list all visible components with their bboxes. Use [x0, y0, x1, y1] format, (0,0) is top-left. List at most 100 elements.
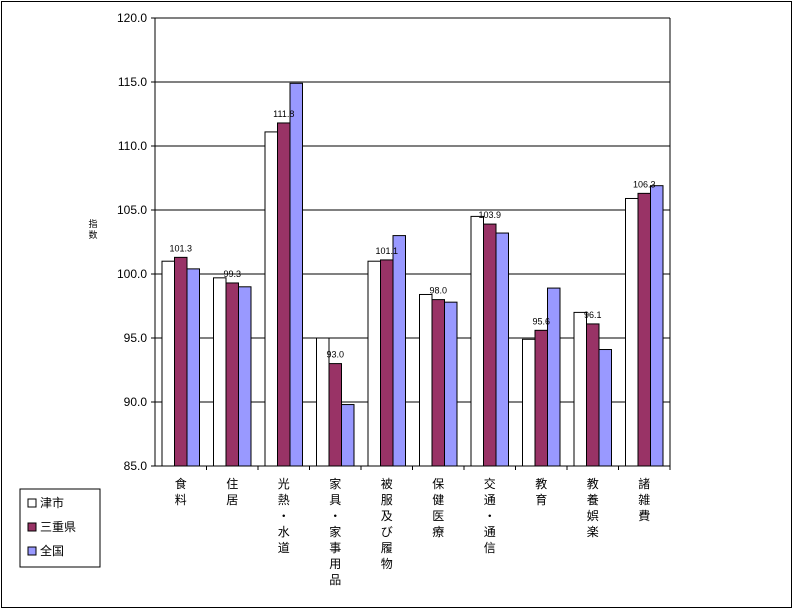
category-label-char: 療	[432, 525, 444, 539]
category-label-char: 養	[587, 492, 599, 507]
category-label-char: 用	[329, 557, 341, 571]
category-label-char: ・	[329, 509, 341, 523]
category-label-char: 医	[432, 509, 444, 523]
y-tick-labels: 85.0 90.0 95.0 100.0 105.0 110.0 115.0 120.0	[117, 11, 147, 473]
legend-swatch	[27, 498, 37, 508]
bar	[213, 277, 227, 467]
bar	[431, 299, 445, 467]
legend-label: 三重県	[40, 520, 76, 534]
data-labels: 101.3 99.3 111.8 93.0 101.1 98.0 103.9 95.6 96.1…	[169, 109, 655, 360]
category-label-char: 健	[432, 493, 444, 507]
category-label-char: 品	[329, 573, 341, 587]
category-label-char: 教	[587, 476, 599, 491]
y-axis-label-char: 指	[88, 218, 97, 230]
y-tick-label: 115.0	[118, 75, 147, 89]
bar	[598, 349, 612, 467]
category-label-char: 居	[226, 493, 238, 507]
category-label-char: 諸	[638, 476, 650, 491]
category-label-char: 育	[535, 492, 547, 507]
category-label-char: 熱	[278, 493, 290, 507]
category-label-char: 光	[278, 477, 290, 491]
category-label-char: 道	[278, 541, 290, 555]
category-label-char: 物	[381, 557, 393, 571]
bar	[444, 301, 458, 467]
legend-label: 津市	[40, 495, 64, 510]
data-label: 103.9	[478, 210, 501, 220]
bar	[367, 260, 381, 467]
bar	[470, 215, 484, 467]
bar	[650, 185, 664, 467]
category-label-char: 家	[329, 524, 341, 539]
bar	[328, 363, 342, 467]
category-label-char: び	[381, 525, 393, 539]
category-label-char: 食	[175, 476, 187, 491]
category-label-char: ・	[484, 509, 496, 523]
data-label: 96.1	[584, 310, 602, 320]
category-label-char: 具	[329, 493, 341, 507]
bar	[174, 256, 188, 467]
bar	[289, 82, 303, 467]
bar	[380, 259, 394, 467]
bar	[573, 311, 587, 467]
category-label-char: 住	[226, 477, 238, 491]
category-label-char: 事	[329, 541, 341, 555]
category-label-char: 水	[278, 525, 290, 539]
bar	[341, 404, 355, 467]
y-axis-label: 指数	[88, 218, 97, 241]
y-tick-label: 100.0	[117, 267, 147, 281]
y-tick-label: 90.0	[124, 395, 148, 409]
data-label: 111.8	[273, 109, 294, 119]
category-label-char: ・	[278, 509, 290, 523]
category-label-char: 費	[638, 508, 650, 523]
legend-swatch	[27, 522, 37, 532]
y-tick-label: 95.0	[124, 331, 148, 345]
data-label: 98.0	[429, 286, 447, 296]
legend-label: 全国	[40, 543, 64, 558]
bar	[161, 260, 175, 467]
bar	[238, 286, 252, 467]
data-label: 93.0	[326, 350, 344, 360]
y-tick-label: 120.0	[117, 11, 147, 25]
bar	[392, 235, 406, 467]
bar	[534, 329, 548, 467]
category-label-char: 娯	[587, 509, 599, 523]
category-label-char: 被	[381, 477, 393, 491]
data-label: 95.6	[532, 316, 550, 326]
bar	[419, 293, 433, 467]
category-label-char: 家	[329, 476, 341, 491]
data-label: 106.3	[633, 179, 656, 189]
bar	[225, 282, 239, 467]
y-axis-label-char: 数	[88, 229, 97, 241]
bar	[522, 338, 536, 467]
category-label-char: 楽	[587, 525, 599, 539]
category-label-char: 通	[484, 525, 496, 539]
axes	[151, 17, 671, 470]
bar	[637, 192, 651, 467]
bar	[495, 232, 509, 467]
legend-swatch	[27, 546, 37, 556]
bar	[483, 223, 497, 467]
category-label-char: 通	[484, 493, 496, 507]
category-label-char: 教	[535, 476, 547, 491]
category-label-char: 及	[381, 509, 393, 523]
y-tick-label: 105.0	[117, 203, 147, 217]
bar	[547, 287, 561, 467]
category-label-char: 履	[381, 541, 393, 555]
data-label: 101.3	[169, 243, 192, 253]
category-label-char: 雑	[638, 492, 650, 507]
data-label: 99.3	[223, 269, 241, 279]
bar	[186, 268, 200, 467]
category-label-char: 交	[484, 476, 496, 491]
category-label-char: 料	[175, 493, 187, 507]
y-tick-label: 110.0	[118, 139, 147, 153]
category-label-char: 信	[484, 541, 496, 555]
y-tick-label: 85.0	[124, 459, 148, 473]
bar	[264, 131, 278, 467]
bars	[161, 82, 664, 467]
bar	[586, 323, 600, 467]
category-label-char: 保	[432, 477, 444, 491]
data-label: 101.1	[375, 246, 398, 256]
bar	[625, 197, 639, 467]
bar	[277, 122, 291, 467]
